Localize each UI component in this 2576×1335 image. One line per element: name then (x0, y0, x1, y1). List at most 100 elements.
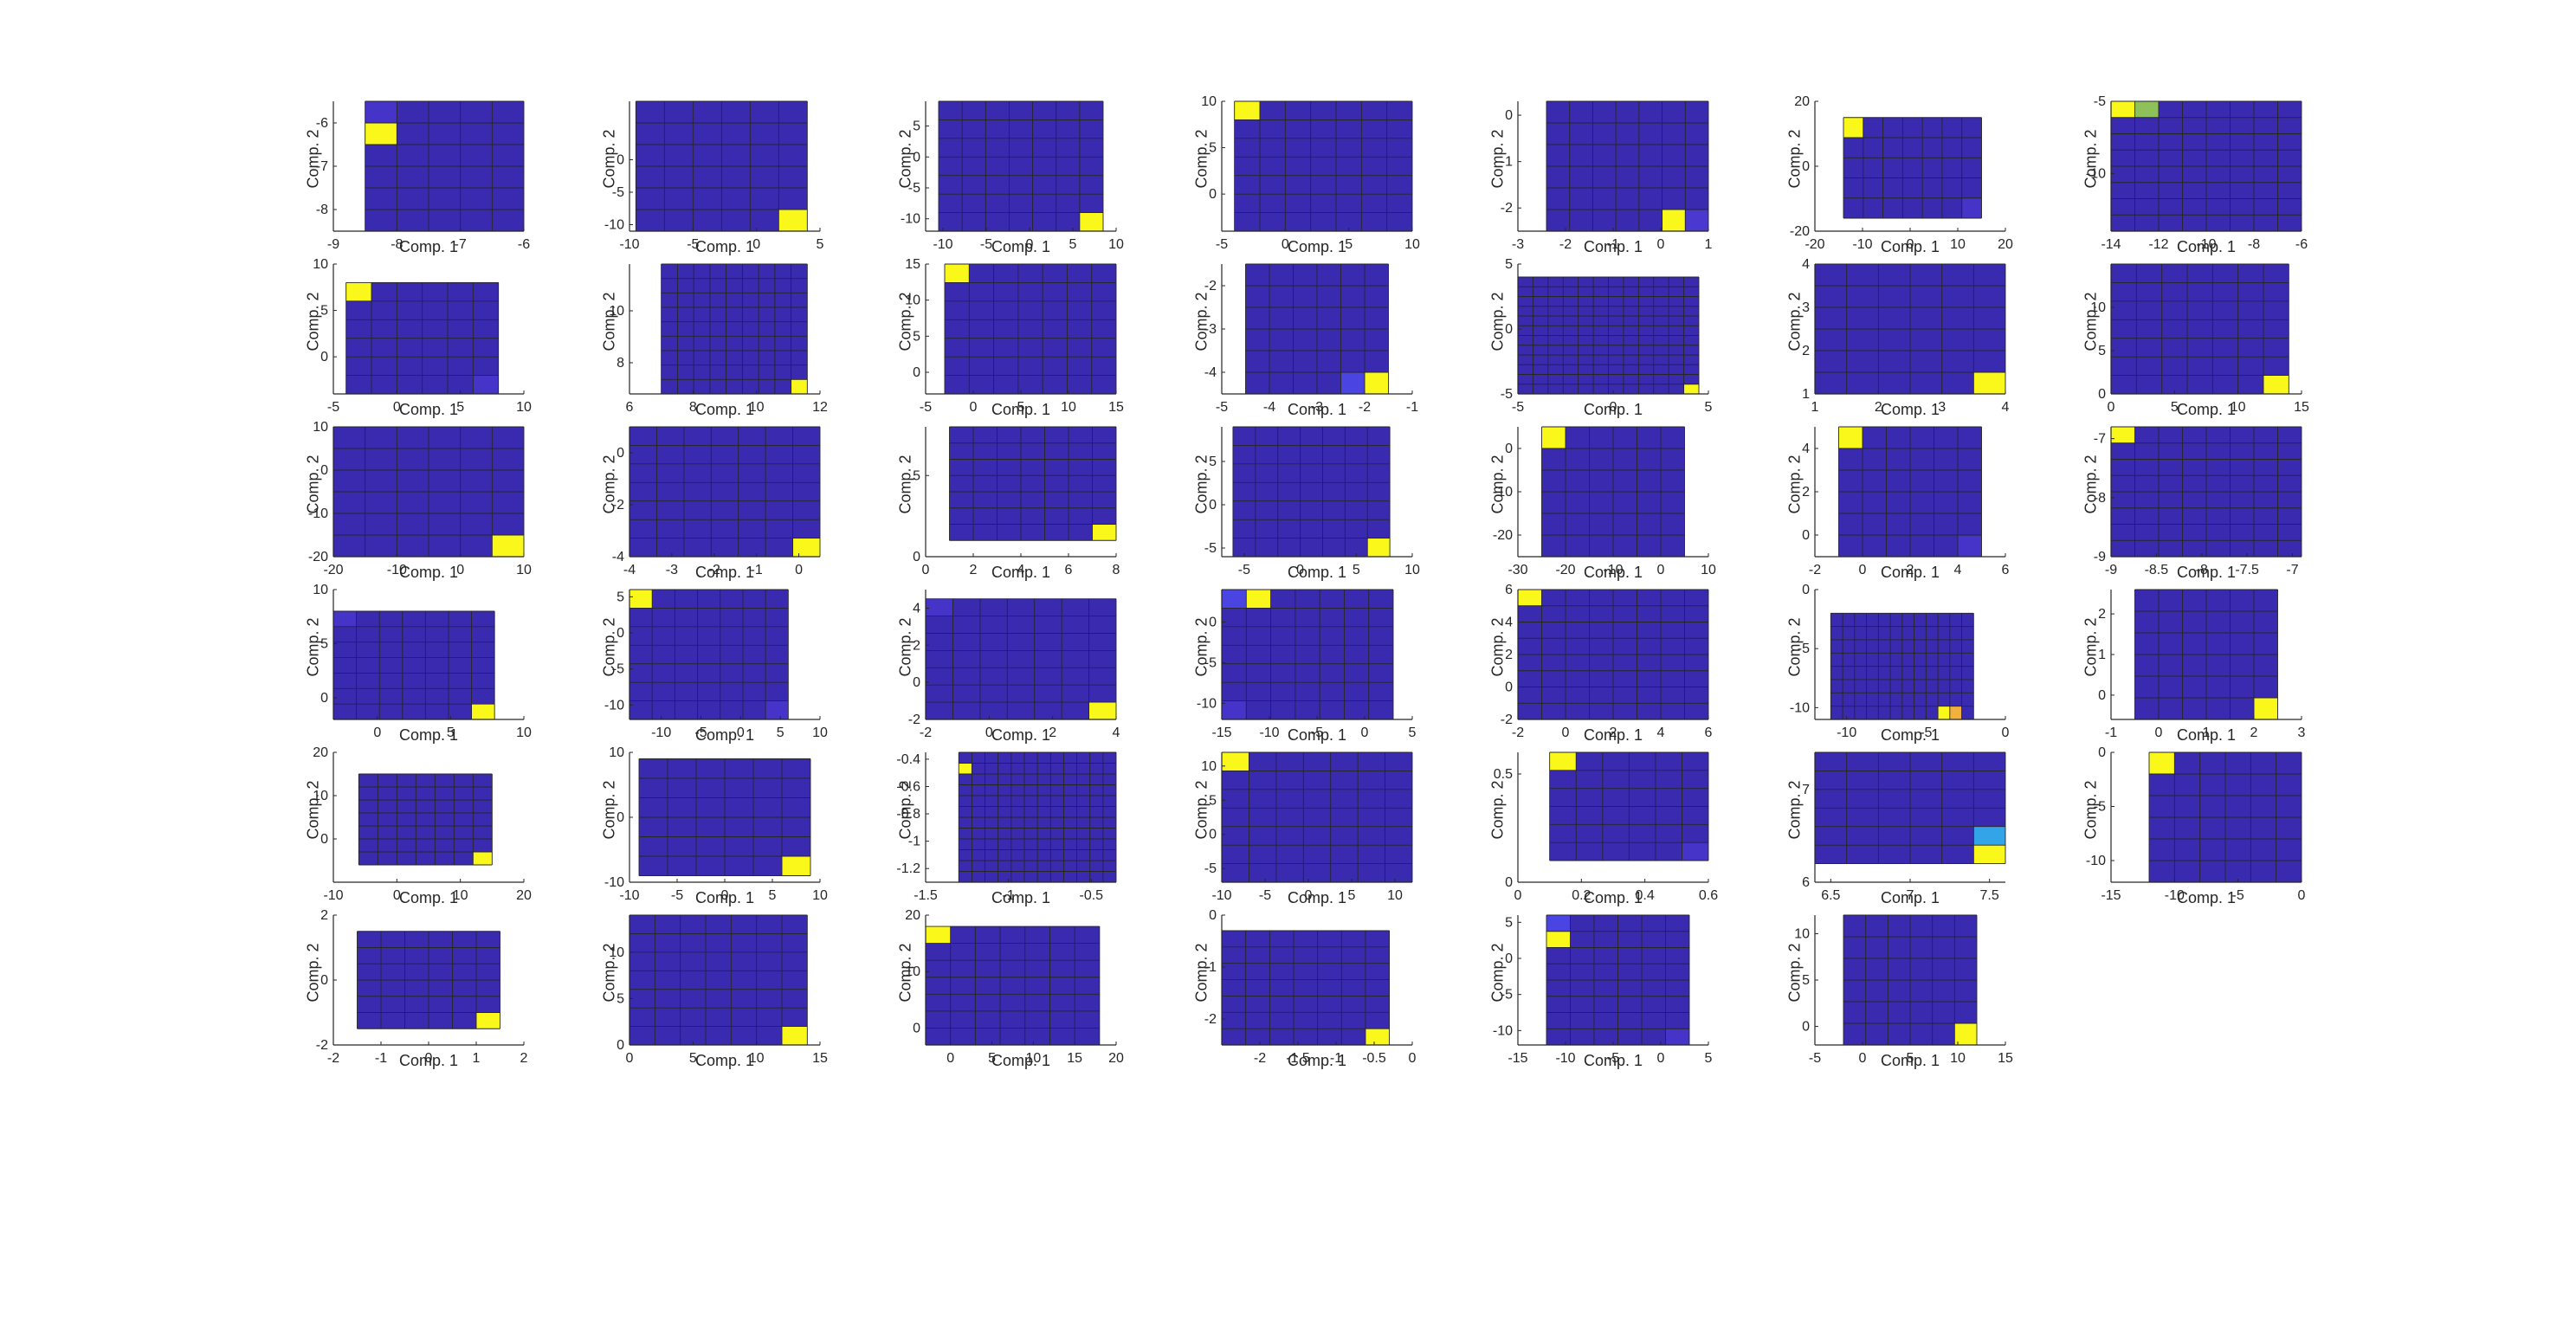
x-tick-label: -2 (1359, 400, 1371, 415)
heatmap-cell (1365, 372, 1389, 394)
panel-axes: -5 0 5 10 0 5 10 (1201, 94, 1420, 252)
y-axis-label: Comp. 2 (304, 617, 322, 677)
heatmap-panel: -2 0 2 4 6 -2 0 2 4 6 Comp. 1 Comp. 2 (1489, 583, 1713, 744)
y-tick-label: -5 (1501, 988, 1513, 1003)
x-tick-label: 10 (1950, 237, 1966, 252)
x-tick-label: -2 (327, 1051, 339, 1066)
x-tick-label: 0 (425, 1051, 433, 1066)
x-tick-label: 0.4 (1636, 888, 1655, 903)
y-tick-label: 0 (913, 550, 920, 564)
x-tick-label: -1 (1406, 400, 1418, 415)
x-tick-label: 1 (1811, 400, 1819, 415)
y-tick-label: 0 (1505, 442, 1513, 456)
x-tick-label: 1 (2203, 726, 2211, 740)
heatmap-cell (2134, 101, 2159, 118)
x-axis-label: Comp. 1 (991, 401, 1051, 418)
x-tick-label: 0 (721, 888, 729, 903)
heatmap-panel: -5 0 5 10 -5 0 5 Comp. 1 Comp. 2 (1193, 426, 1420, 581)
panel-axes: 6 8 10 12 8 10 (609, 263, 828, 415)
heatmap-background (1843, 117, 1982, 218)
y-tick-label: -5 (612, 662, 624, 677)
x-tick-label: 0 (922, 563, 930, 577)
panel-axes: -15 -10 -5 0 -10 -5 0 (2086, 745, 2306, 903)
heatmap-cell (1683, 384, 1699, 394)
x-tick-label: 10 (1108, 237, 1124, 252)
x-tick-label: 5 (777, 726, 784, 740)
heatmap-background (661, 264, 808, 394)
heatmap-cell (1088, 702, 1116, 719)
panel-axes: -10 0 10 20 0 10 20 (313, 745, 532, 903)
x-tick-label: -1 (1607, 237, 1619, 252)
y-tick-label: 3 (1802, 300, 1810, 315)
x-tick-label: 0 (970, 400, 978, 415)
x-axis-label: Comp. 1 (1583, 1052, 1643, 1069)
y-tick-label: 2 (1802, 344, 1810, 358)
x-tick-label: -9 (2105, 563, 2117, 577)
y-tick-label: 0 (1209, 828, 1217, 842)
y-tick-label: -2 (316, 1038, 328, 1053)
x-tick-label: 10 (516, 726, 532, 740)
heatmap-background (1222, 590, 1393, 719)
x-tick-label: -8 (391, 237, 403, 252)
panel-axes: -5 0 5 10 15 0 5 10 15 (905, 257, 1124, 415)
heatmap-background (926, 598, 1116, 719)
panel-axes: -2 -1.5 -1 -0.5 0 -2 -1 0 (1204, 908, 1417, 1066)
x-tick-label: -8.5 (2145, 563, 2169, 577)
y-axis-label: Comp. 2 (304, 455, 322, 514)
y-tick-label: -10 (1197, 696, 1217, 711)
heatmap-panel: -5 0 5 10 0 5 10 Comp. 1 Comp. 2 (305, 257, 533, 418)
y-axis-label: Comp. 2 (896, 455, 914, 514)
x-tick-label: 5 (1409, 726, 1417, 740)
x-tick-label: -10 (619, 888, 639, 903)
y-tick-label: -10 (2086, 166, 2106, 181)
x-tick-label: 0 (1657, 1051, 1665, 1066)
heatmap-panel: 1 2 3 4 1 2 3 4 Comp. 1 Comp. 2 (1786, 257, 2010, 418)
x-tick-label: 5 (1017, 400, 1025, 415)
panel-axes: 0 0.2 0.4 0.6 0 0.5 (1494, 751, 1718, 903)
y-tick-label: 0 (913, 150, 920, 164)
heatmap-cell (333, 611, 357, 627)
y-axis-label: Comp. 2 (1192, 943, 1211, 1003)
heatmap-panel: -2 -1.5 -1 -0.5 0 -2 -1 0 Comp. 1 Comp. 2 (1193, 908, 1417, 1069)
x-tick-label: 0 (393, 400, 401, 415)
y-tick-label: 5 (320, 304, 328, 319)
heatmap-panel: -5 0 5 10 15 0 5 10 Comp. 1 Comp. 2 (1786, 914, 2013, 1069)
x-tick-label: 15 (1108, 400, 1124, 415)
x-tick-label: 0 (1562, 726, 1570, 740)
y-tick-label: 10 (905, 293, 920, 308)
x-tick-label: 4 (2002, 400, 2010, 415)
y-tick-label: 6 (1505, 583, 1513, 597)
heatmap-panel: -1.5 -1 -0.5 -1.2 -1 -0.8 -0.6 -0.4 Comp. 1 Comp.… (896, 751, 1117, 906)
heatmap-panel: 0 5 10 15 20 0 10 20 Comp. 1 Comp. 2 (897, 908, 1125, 1069)
x-tick-label: 0 (752, 237, 760, 252)
heatmap-cell (791, 379, 808, 394)
y-tick-label: 0 (1505, 680, 1513, 695)
x-axis-label: Comp. 1 (2176, 726, 2237, 744)
x-tick-label: 10 (1387, 888, 1403, 903)
heatmap-cell (2263, 375, 2289, 394)
y-tick-label: -1 (908, 835, 920, 849)
y-tick-label: -5 (1204, 861, 1217, 876)
x-tick-label: 20 (1998, 237, 2013, 252)
x-tick-label: 0 (1657, 563, 1665, 577)
y-tick-label: 0 (320, 463, 328, 478)
x-tick-label: -3 (1512, 237, 1524, 252)
x-tick-label: -10 (387, 563, 407, 577)
heatmap-panel: -30 -20 -10 0 10 -20 -10 0 Comp. 1 Comp. 2 (1489, 426, 1716, 581)
panel-axes: 0 5 10 15 0 5 10 (609, 914, 828, 1066)
x-tick-label: 20 (1108, 1051, 1124, 1066)
x-tick-label: 10 (749, 400, 765, 415)
y-axis-label: Comp. 2 (1488, 617, 1507, 677)
y-tick-label: -2 (612, 498, 624, 513)
y-tick-label: -1 (1204, 960, 1217, 975)
heatmap-cell (2149, 752, 2175, 774)
heatmap-cell (1949, 706, 1962, 719)
y-tick-label: -10 (2086, 854, 2106, 868)
x-tick-label: -3 (1311, 400, 1323, 415)
x-axis-label: Comp. 1 (398, 726, 459, 744)
panel-axes: -14 -12 -10 -8 -6 -10 -5 (2086, 94, 2308, 252)
heatmap-cell (1838, 427, 1863, 448)
heatmap-panel: 0 5 10 15 0 5 10 Comp. 1 Comp. 2 (2082, 263, 2309, 418)
x-tick-label: -3 (666, 563, 678, 577)
heatmap-cell (959, 763, 972, 774)
